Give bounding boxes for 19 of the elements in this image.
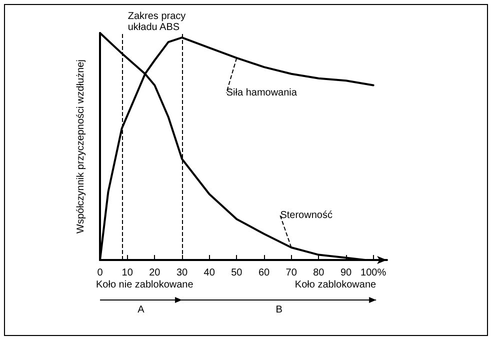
x-tick-label: 50 <box>231 268 243 278</box>
x-tick-label: 100% <box>360 268 386 278</box>
x-tick-label: 80 <box>313 268 325 278</box>
series-label: Sterowność <box>280 210 332 222</box>
text: A <box>138 304 145 316</box>
x-tick-label: 20 <box>149 268 161 278</box>
text: B <box>276 304 283 316</box>
x-tick-label: 90 <box>340 268 352 278</box>
x-tick-label: 40 <box>204 268 216 278</box>
x-tick-label: 10 <box>122 268 134 278</box>
x-tick-label: 70 <box>286 268 298 278</box>
series-label: Siła hamowania <box>226 87 298 98</box>
x-tick-label: 60 <box>258 268 270 278</box>
x-tick-label: 0 <box>97 268 104 278</box>
text: Zakres pracy układu ABS <box>128 11 186 33</box>
x-tick-label: 30 <box>176 268 188 278</box>
text: Koło nie zablokowane <box>96 280 194 290</box>
y-axis-title: Współczynnik przyczepności wzdłużnej <box>76 60 86 234</box>
text: Koło zablokowane <box>294 280 376 290</box>
